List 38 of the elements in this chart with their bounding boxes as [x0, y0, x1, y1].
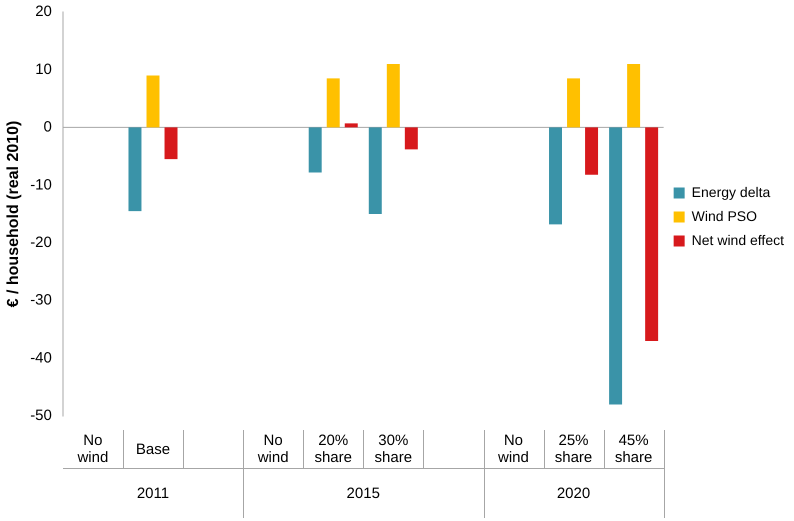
y-tick-label: -40: [30, 349, 52, 366]
x-tick-label: No wind: [76, 431, 110, 468]
y-tick-label: -20: [30, 234, 52, 251]
text: 2011: [136, 484, 170, 504]
y-tick-label: -10: [30, 176, 52, 194]
y-tick-label: -30: [30, 292, 52, 309]
bar: [128, 127, 142, 212]
bar: [627, 64, 640, 128]
x-tick-label: 45% share: [614, 431, 654, 468]
bar: [645, 127, 658, 341]
y-tick-label: -50: [30, 407, 52, 424]
bar: [344, 123, 358, 128]
bar: [386, 64, 400, 128]
bar: [585, 127, 598, 175]
bar: [549, 127, 562, 224]
x-tick-label: 20% share: [313, 431, 353, 468]
bar: [567, 78, 580, 128]
x-tick-label: No wind: [497, 431, 530, 468]
x-tick-label: 25% share: [554, 431, 594, 468]
bar: [404, 127, 418, 150]
y-tick-label: 10: [35, 60, 52, 78]
legend-label: Wind PSO: [692, 208, 758, 224]
y-tick-label: 0: [44, 118, 52, 136]
legend-label: Net wind effect: [692, 232, 784, 248]
bar: [326, 78, 340, 128]
bar: [308, 127, 322, 172]
text: 2020: [556, 484, 592, 504]
bar: [146, 75, 160, 128]
y-tick-label: 20: [35, 3, 52, 20]
text: 2015: [346, 484, 381, 504]
x-tick-label: No wind: [256, 431, 290, 468]
bar: [164, 127, 178, 160]
x-tick-label: 30% share: [374, 431, 414, 468]
legend-label: Energy delta: [692, 184, 770, 200]
y-axis-title: € / household (real 2010): [5, 120, 22, 308]
x-tick-label: Base: [134, 440, 172, 460]
bar: [368, 127, 382, 214]
bar: [609, 127, 622, 404]
